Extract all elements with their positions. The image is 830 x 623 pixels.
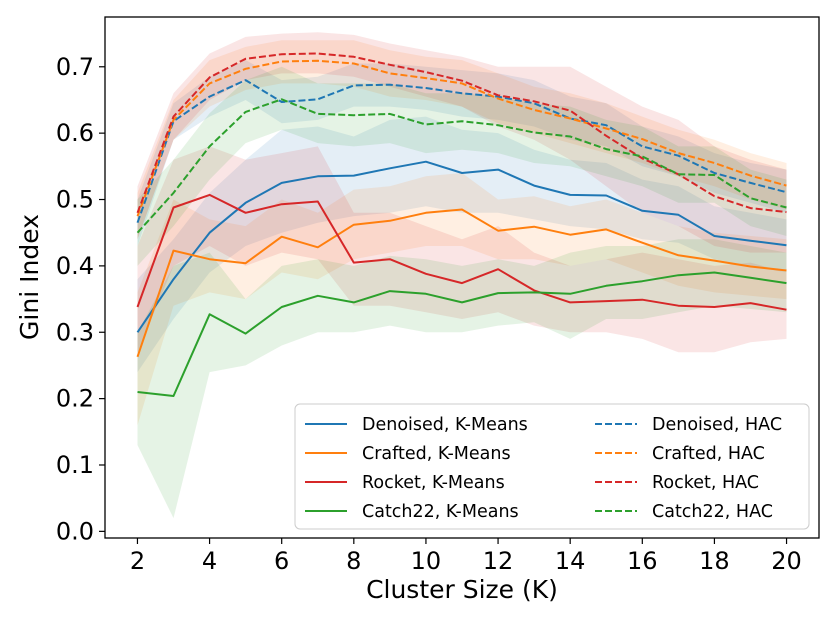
x-tick-label: 4	[202, 547, 217, 575]
x-tick-label: 8	[346, 547, 361, 575]
x-tick-label: 18	[699, 547, 730, 575]
y-axis-ticks: 0.0 0.1 0.2 0.3 0.4 0.5 0.6 0.7	[56, 53, 105, 545]
legend-label-denoised-k-means: Denoised, K-Means	[362, 415, 528, 435]
denoised-hac-line	[136, 79, 787, 224]
denoised-k-means-line	[136, 160, 787, 333]
y-axis-label: Gini Index	[15, 214, 44, 340]
x-axis-label: Cluster Size (K)	[366, 575, 558, 604]
rocket-hac-band	[137, 32, 787, 253]
y-tick-label: 0.7	[56, 53, 94, 81]
rocket-k-means-line	[136, 193, 787, 311]
legend: Denoised, K-Means Crafted, K-Means Rocket,…	[294, 403, 810, 530]
x-tick-label: 6	[274, 547, 289, 575]
x-tick-label: 10	[411, 547, 442, 575]
plot-frame	[104, 16, 820, 539]
y-tick-label: 0.4	[56, 252, 94, 280]
catch22-hac-band	[137, 66, 787, 266]
crafted-hac-line	[136, 59, 787, 217]
catch22-hac-line	[136, 98, 787, 234]
y-tick-label: 0.2	[56, 385, 94, 413]
x-axis-ticks: 2 4 6 8 10 12 14 16 18 20	[130, 538, 802, 575]
legend-label-crafted-k-means: Crafted, K-Means	[362, 444, 511, 464]
y-tick-label: 0.0	[56, 517, 94, 545]
x-tick-label: 2	[130, 547, 145, 575]
legend-label-rocket-k-means: Rocket, K-Means	[362, 473, 505, 493]
legend-label-catch22-k-means: Catch22, K-Means	[362, 502, 519, 522]
crafted-k-means-line	[136, 208, 787, 358]
series-lines	[136, 52, 787, 397]
legend-label-crafted-hac: Crafted, HAC	[652, 444, 765, 464]
catch22-k-means-band	[137, 239, 787, 519]
catch22-k-means-line	[137, 271, 787, 397]
y-tick-label: 0.3	[56, 318, 94, 346]
x-tick-label: 14	[555, 547, 586, 575]
legend-label-catch22-hac: Catch22, HAC	[652, 502, 773, 522]
x-tick-label: 16	[627, 547, 658, 575]
y-tick-label: 0.6	[56, 119, 94, 147]
y-tick-label: 0.1	[56, 451, 94, 479]
legend-label-rocket-hac: Rocket, HAC	[652, 473, 759, 493]
legend-box	[294, 403, 810, 530]
y-tick-label: 0.5	[56, 186, 94, 214]
x-tick-label: 12	[483, 547, 514, 575]
legend-label-denoised-hac: Denoised, HAC	[652, 415, 782, 435]
x-tick-label: 20	[771, 547, 802, 575]
